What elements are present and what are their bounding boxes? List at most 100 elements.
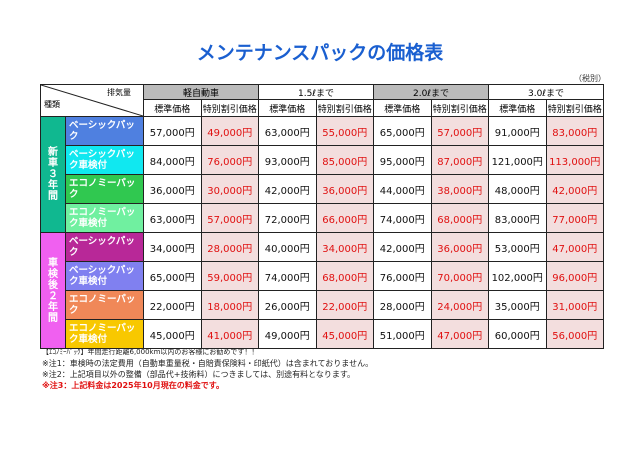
- special-price: 49,000円: [200, 116, 259, 146]
- standard-price: 22,000円: [143, 290, 202, 320]
- standard-price: 42,000円: [373, 232, 432, 262]
- standard-price: 74,000円: [373, 203, 432, 233]
- standard-price: 93,000円: [258, 145, 317, 175]
- special-price: 36,000円: [430, 232, 489, 262]
- standard-price: 35,000円: [488, 290, 547, 320]
- package-name: ベーシックパック: [65, 116, 144, 146]
- package-name: エコノミーパック車検付: [65, 319, 144, 349]
- special-price: 30,000円: [200, 174, 259, 204]
- class-1-5: 1.5ℓまで: [258, 84, 374, 100]
- special-price: 56,000円: [545, 319, 604, 349]
- special-price: 24,000円: [430, 290, 489, 320]
- standard-price: 65,000円: [143, 261, 202, 291]
- page-title: メンテナンスパックの価格表: [196, 42, 444, 64]
- standard-price-header: 標準価格: [373, 99, 432, 117]
- header-corner: 排気量 種類: [40, 84, 144, 117]
- package-name: エコノミーパック: [65, 290, 144, 320]
- special-price: 42,000円: [545, 174, 604, 204]
- special-price: 55,000円: [315, 116, 374, 146]
- special-price: 76,000円: [200, 145, 259, 175]
- table-row: 新車３年間 ベーシックパック 57,000円 49,000円 63,000円 55,000…: [40, 116, 604, 233]
- standard-price: 95,000円: [373, 145, 432, 175]
- standard-price: 102,000円: [488, 261, 547, 291]
- table-row: エコノミーパック 36,000円 30,000円 42,000円 36,000円 44,0…: [41, 174, 604, 204]
- class-kei: 軽自動車: [143, 84, 259, 100]
- diagonal-line: [41, 85, 143, 116]
- standard-price: 26,000円: [258, 290, 317, 320]
- standard-price: 34,000円: [143, 232, 202, 262]
- note-1: ※注1：車検時の法定費用（自動車重量税・自賠責保険料・印紙代）は含まれておりませ…: [42, 359, 374, 368]
- special-price: 38,000円: [430, 174, 489, 204]
- standard-price: 63,000円: [143, 203, 202, 233]
- special-price: 47,000円: [430, 319, 489, 349]
- standard-price: 83,000円: [488, 203, 547, 233]
- class-2-0: 2.0ℓまで: [373, 84, 489, 100]
- standard-price: 51,000円: [373, 319, 432, 349]
- special-price: 45,000円: [315, 319, 374, 349]
- note-economy: 【ｴｺﾉﾐｰﾊﾟｯｸ】年間走行距離6,000km以内のお客様にお勧めです！！: [42, 348, 259, 356]
- tax-note: （税別）: [574, 74, 606, 83]
- standard-price: 36,000円: [143, 174, 202, 204]
- standard-price: 74,000円: [258, 261, 317, 291]
- group-label: 車検後２年間: [40, 232, 66, 349]
- special-price: 28,000円: [200, 232, 259, 262]
- special-price: 96,000円: [545, 261, 604, 291]
- special-price-header: 特別割引価格: [545, 99, 604, 117]
- class-3-0: 3.0ℓまで: [488, 84, 604, 100]
- standard-price: 53,000円: [488, 232, 547, 262]
- standard-price: 57,000円: [143, 116, 202, 146]
- special-price: 22,000円: [315, 290, 374, 320]
- standard-price: 65,000円: [373, 116, 432, 146]
- standard-price-header: 標準価格: [143, 99, 202, 117]
- special-price-header: 特別割引価格: [430, 99, 489, 117]
- special-price: 34,000円: [315, 232, 374, 262]
- table-row: エコノミーパック車検付 45,000円 41,000円 49,000円 45,000円 5…: [41, 319, 604, 349]
- standard-price: 40,000円: [258, 232, 317, 262]
- standard-price: 28,000円: [373, 290, 432, 320]
- special-price: 18,000円: [200, 290, 259, 320]
- standard-price-header: 標準価格: [258, 99, 317, 117]
- notes: 【ｴｺﾉﾐｰﾊﾟｯｸ】年間走行距離6,000km以内のお客様にお勧めです！！ ※…: [42, 347, 373, 391]
- special-price: 68,000円: [315, 261, 374, 291]
- table-row: エコノミーパック車検付 63,000円 57,000円 72,000円 66,000円 7…: [41, 203, 604, 233]
- displacement-label: 排気量: [107, 88, 131, 97]
- note-3: ※注3：上記料金は2025年10月現在の料金です。: [42, 381, 224, 390]
- special-price: 77,000円: [545, 203, 604, 233]
- special-price: 70,000円: [430, 261, 489, 291]
- special-price: 83,000円: [545, 116, 604, 146]
- special-price-header: 特別割引価格: [315, 99, 374, 117]
- special-price: 113,000円: [545, 145, 604, 175]
- package-name: ベーシックパック車検付: [65, 261, 144, 291]
- special-price: 57,000円: [200, 203, 259, 233]
- special-price: 87,000円: [430, 145, 489, 175]
- package-name: ベーシックパック車検付: [65, 145, 144, 175]
- note-2: ※注2：上記項目以外の整備（部品代+技術料）につきましては、別途有料となります。: [42, 370, 356, 379]
- special-price: 31,000円: [545, 290, 604, 320]
- package-name: エコノミーパック車検付: [65, 203, 144, 233]
- standard-price: 84,000円: [143, 145, 202, 175]
- standard-price: 48,000円: [488, 174, 547, 204]
- standard-price: 44,000円: [373, 174, 432, 204]
- standard-price: 76,000円: [373, 261, 432, 291]
- standard-price: 42,000円: [258, 174, 317, 204]
- standard-price: 63,000円: [258, 116, 317, 146]
- special-price: 36,000円: [315, 174, 374, 204]
- special-price: 68,000円: [430, 203, 489, 233]
- table-row: ベーシックパック車検付 65,000円 59,000円 74,000円 68,000円 7…: [41, 261, 604, 291]
- special-price: 85,000円: [315, 145, 374, 175]
- table-row: エコノミーパック 22,000円 18,000円 26,000円 22,000円 28,0…: [41, 290, 604, 320]
- special-price: 66,000円: [315, 203, 374, 233]
- special-price: 59,000円: [200, 261, 259, 291]
- price-table: 排気量 種類 軽自動車 1.5ℓまで 2.0ℓまで 3.0ℓまで 標準価格 特別割…: [40, 84, 604, 349]
- standard-price: 72,000円: [258, 203, 317, 233]
- special-price: 47,000円: [545, 232, 604, 262]
- type-label: 種類: [44, 100, 60, 109]
- table-row: 車検後２年間 ベーシックパック 34,000円 28,000円 40,000円 34,00…: [40, 232, 604, 349]
- special-price-header: 特別割引価格: [200, 99, 259, 117]
- special-price: 41,000円: [200, 319, 259, 349]
- standard-price: 121,000円: [488, 145, 547, 175]
- package-name: ベーシックパック: [65, 232, 144, 262]
- group-label: 新車３年間: [40, 116, 66, 233]
- package-name: エコノミーパック: [65, 174, 144, 204]
- standard-price-header: 標準価格: [488, 99, 547, 117]
